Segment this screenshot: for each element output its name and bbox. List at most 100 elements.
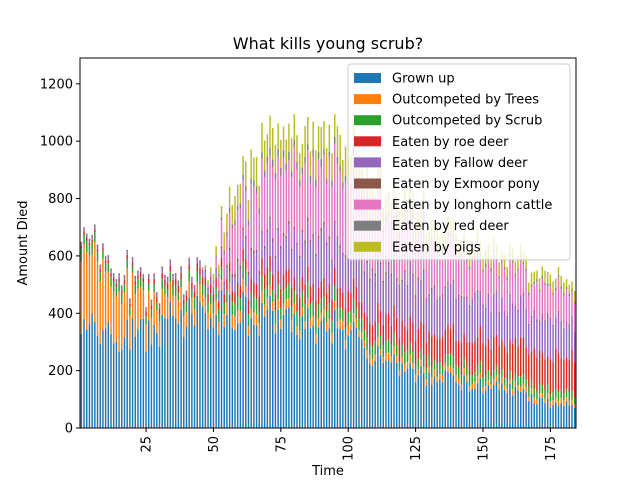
bar-segment [517, 309, 519, 312]
bar-segment [253, 253, 255, 283]
bar-segment [382, 356, 384, 363]
bar-segment [382, 362, 384, 428]
legend-label: Eaten by pigs [392, 240, 481, 255]
bar-segment [220, 246, 223, 249]
bar-segment [455, 252, 457, 299]
bar-segment [552, 326, 554, 363]
bar-segment [298, 180, 301, 187]
bar-segment [514, 337, 517, 374]
bar-segment [325, 331, 328, 428]
bar-segment [86, 237, 88, 241]
bar-segment [325, 242, 328, 246]
bar-segment [503, 377, 506, 386]
bar-segment [204, 267, 207, 268]
bar-segment [301, 232, 304, 277]
bar-segment [220, 206, 223, 218]
bar-segment [493, 252, 495, 295]
bar-segment [172, 279, 174, 287]
bar-segment [560, 321, 562, 323]
bar-segment [565, 397, 568, 402]
bar-segment [317, 238, 320, 288]
bar-segment [245, 235, 247, 240]
bar-segment [517, 390, 519, 428]
bar-segment [503, 390, 506, 428]
bar-segment [325, 310, 328, 323]
bar-segment [177, 282, 180, 286]
bar-segment [126, 249, 128, 252]
bar-segment [479, 361, 482, 373]
bar-segment [479, 378, 482, 428]
bar-segment [533, 281, 535, 285]
bar-segment [258, 311, 260, 324]
bar-segment [449, 286, 452, 329]
bar-segment [280, 288, 282, 308]
bar-segment [369, 278, 371, 282]
bar-segment [315, 343, 317, 428]
bar-segment [188, 257, 190, 260]
bar-segment [441, 375, 444, 383]
bar-segment [468, 341, 471, 375]
bar-segment [474, 372, 476, 382]
bar-segment [234, 329, 236, 428]
bar-segment [498, 313, 500, 346]
bar-segment [458, 378, 460, 385]
bar-segment [387, 352, 390, 361]
bar-segment [239, 268, 242, 286]
bar-segment [156, 302, 158, 311]
bar-segment [185, 312, 188, 327]
bar-segment [204, 265, 207, 268]
bar-segment [466, 342, 468, 368]
bar-segment [253, 157, 255, 181]
bar-segment [414, 382, 417, 428]
bar-segment [185, 295, 188, 302]
bar-segment [476, 244, 479, 291]
bar-segment [449, 366, 452, 373]
bar-segment [290, 331, 293, 428]
bar-segment [530, 393, 533, 428]
bar-segment [274, 333, 277, 428]
bar-segment [245, 296, 247, 428]
bar-segment [234, 276, 236, 293]
bar-segment [174, 273, 177, 275]
bar-segment [363, 273, 366, 313]
bar-segment [210, 278, 212, 285]
bar-segment [444, 363, 446, 371]
bar-segment [471, 299, 473, 302]
bar-segment [431, 287, 433, 290]
bar-segment [422, 367, 425, 373]
bar-segment [247, 326, 250, 336]
bar-segment [309, 151, 312, 176]
bar-segment [560, 389, 562, 398]
bar-segment [425, 343, 428, 368]
bar-segment [568, 295, 570, 325]
bar-segment [231, 328, 234, 428]
bar-segment [490, 267, 492, 272]
bar-segment [439, 297, 441, 299]
bar-segment [226, 267, 228, 280]
bar-segment [347, 335, 349, 428]
bar-segment [293, 303, 296, 314]
bar-segment [317, 318, 320, 328]
bar-segment [312, 316, 314, 326]
bar-segment [568, 325, 570, 360]
bar-segment [425, 300, 428, 344]
bar-segment [174, 285, 177, 297]
bar-segment [258, 335, 260, 428]
bar-segment [236, 296, 239, 310]
bar-segment [107, 256, 110, 261]
bar-segment [363, 340, 366, 348]
bar-segment [118, 274, 120, 279]
bar-segment [86, 235, 88, 238]
bar-segment [282, 150, 285, 158]
bar-segment [196, 271, 198, 283]
bar-segment [514, 308, 517, 338]
bar-segment [409, 263, 411, 317]
bar-segment [482, 393, 484, 428]
bar-segment [544, 402, 546, 428]
bar-segment [223, 253, 225, 282]
bar-segment [449, 353, 452, 367]
bar-segment [250, 178, 252, 184]
bar-segment [487, 369, 490, 381]
bar-segment [563, 406, 565, 428]
